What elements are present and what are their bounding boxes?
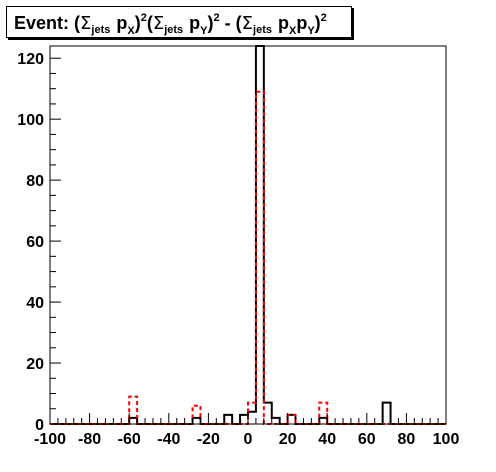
x-tick-label: -60	[118, 431, 141, 448]
title-close-1: )	[135, 13, 141, 33]
title-sup-2-2: 2	[214, 12, 220, 24]
title-sub-jets-3: jets	[252, 24, 272, 36]
x-tick-label: 60	[358, 431, 376, 448]
x-tick-label: 100	[433, 431, 460, 448]
y-tick-label: 0	[35, 417, 44, 434]
title-sub-jets-1: jets	[90, 24, 110, 36]
x-tick-label: -20	[197, 431, 220, 448]
title-close-3: )	[315, 13, 321, 33]
title-close-2: )	[208, 13, 214, 33]
y-tick-label: 80	[26, 173, 44, 190]
title-sup-2-3: 2	[321, 12, 327, 24]
y-tick-label: 40	[26, 295, 44, 312]
y-tick-label: 20	[26, 356, 44, 373]
chart-title-box	[6, 6, 352, 38]
chart-title: Event: (Σjets pX)2(Σjets pY)2 - (Σjets pXpY…	[14, 12, 327, 37]
title-minus: - (	[220, 13, 242, 33]
title-sigma-2: Σ	[153, 13, 164, 34]
title-sub-jets-2: jets	[163, 24, 183, 36]
title-p-3: p	[278, 13, 289, 33]
histogram-series-1	[50, 45, 446, 425]
title-sub-y-1: Y	[200, 25, 208, 37]
ticks-layer	[49, 57, 447, 425]
plot-frame	[49, 45, 447, 425]
y-tick-label: 60	[26, 234, 44, 251]
x-tick-label: 80	[398, 431, 416, 448]
series-layer	[50, 45, 446, 425]
y-tick-label: 120	[17, 51, 44, 68]
x-tick-label: -100	[34, 431, 66, 448]
title-sigma-1: Σ	[80, 13, 91, 34]
title-sub-y-2: Y	[307, 25, 315, 37]
x-tick-label: -40	[157, 431, 180, 448]
y-tick-label: 100	[17, 112, 44, 129]
title-p-1: p	[116, 13, 127, 33]
title-sub-x-2: X	[289, 25, 297, 37]
x-tick-label: -80	[78, 431, 101, 448]
title-sub-x-1: X	[127, 25, 135, 37]
tick-labels-layer: -100 -80 -60 -40 -20 0 20 40 60 80 100 0 20 40 60 80 100…	[17, 51, 459, 448]
title-prefix: Event: (	[14, 13, 80, 33]
title-p-4: p	[296, 13, 307, 33]
title-sup-2-1: 2	[141, 12, 147, 24]
title-p-2: p	[189, 13, 200, 33]
title-sigma-3: Σ	[242, 13, 253, 34]
histogram-series-2	[50, 90, 446, 425]
x-tick-label: 20	[279, 431, 297, 448]
x-tick-label: 0	[244, 431, 253, 448]
x-tick-label: 40	[318, 431, 336, 448]
